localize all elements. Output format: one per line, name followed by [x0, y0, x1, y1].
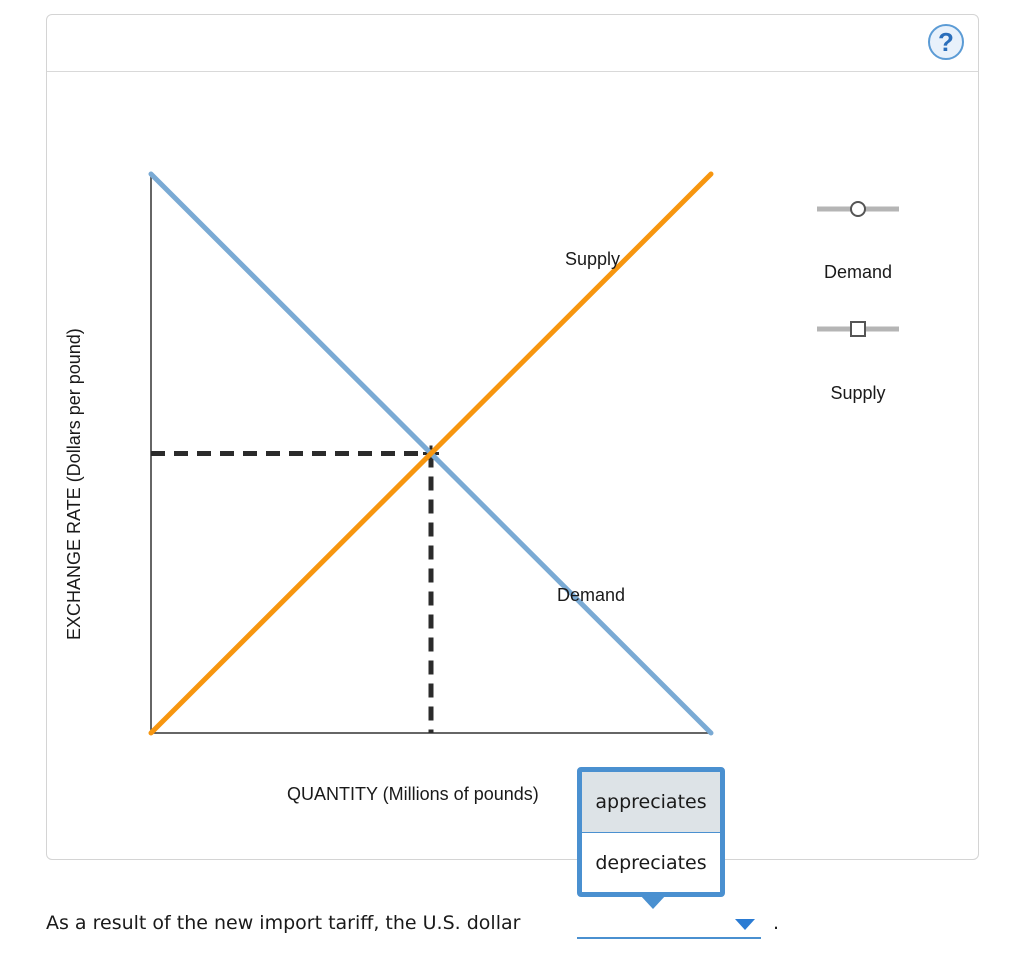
option-appreciates[interactable]: appreciates: [582, 772, 720, 833]
sentence-period: .: [773, 912, 780, 934]
legend-supply-label: Supply: [830, 383, 885, 403]
dropdown-pointer: [640, 895, 666, 909]
legend-demand-circle-marker[interactable]: [850, 201, 866, 217]
supply-curve[interactable]: [148, 171, 714, 736]
legend-supply-square-marker[interactable]: [850, 321, 866, 337]
chevron-down-icon: [735, 919, 755, 930]
panel-header: ?: [47, 15, 978, 72]
supply-curve-label: Supply: [565, 249, 620, 269]
demand-curve-label: Demand: [557, 585, 625, 605]
y-axis-label: EXCHANGE RATE (Dollars per pound): [64, 328, 84, 640]
answer-dropdown-menu: appreciates depreciates: [577, 767, 725, 897]
x-axis-label: QUANTITY (Millions of pounds): [287, 784, 539, 804]
legend-demand-label: Demand: [824, 262, 892, 282]
option-depreciates[interactable]: depreciates: [595, 852, 707, 874]
answer-select[interactable]: [577, 911, 761, 939]
help-icon[interactable]: ?: [928, 24, 964, 60]
question-sentence: As a result of the new import tariff, th…: [46, 912, 521, 934]
graph-panel: ?: [46, 14, 979, 860]
